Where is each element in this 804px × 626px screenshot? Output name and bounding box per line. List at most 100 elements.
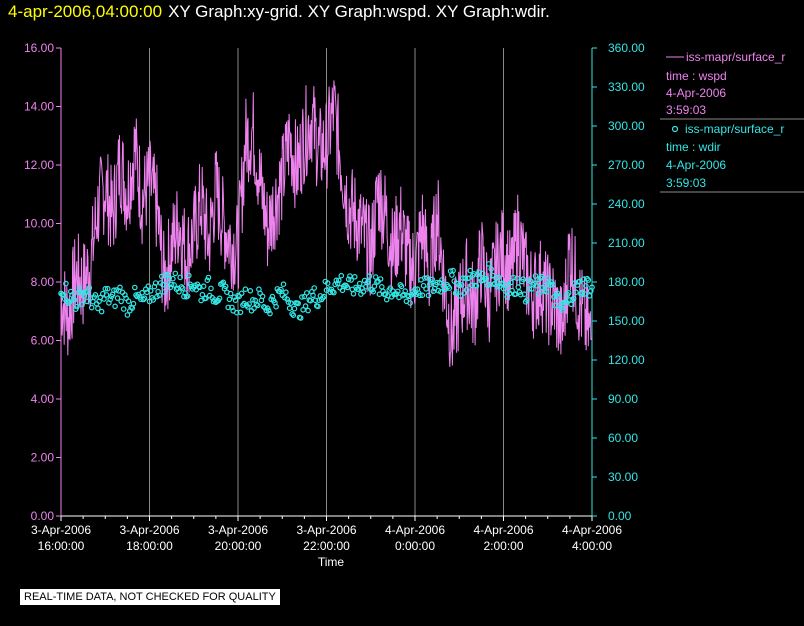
wdir-point	[334, 280, 341, 287]
wdir-point	[113, 287, 120, 293]
y-right-tick-label: 300.00	[608, 119, 645, 133]
wdir-point	[526, 286, 533, 292]
wdir-point	[245, 304, 251, 310]
wdir-point	[538, 273, 545, 280]
wdir-point	[559, 307, 566, 313]
wdir-point	[370, 288, 377, 295]
wdir-point	[437, 288, 444, 295]
wdir-point	[515, 284, 522, 290]
wdir-point	[280, 281, 287, 288]
wdir-point	[200, 283, 207, 290]
wdir-point	[456, 282, 463, 289]
wdir-point	[324, 280, 331, 286]
y-right-tick-label: 180.00	[608, 275, 645, 289]
legend: iss-mapr/surface_r time : wspd 4-Apr-200…	[660, 50, 804, 193]
wdir-point	[199, 291, 206, 298]
wdir-point	[184, 293, 191, 299]
wdir-point	[549, 281, 556, 288]
wdir-point	[247, 287, 254, 294]
wdir-point	[71, 297, 78, 303]
wdir-point	[331, 289, 337, 296]
wdir-point	[402, 288, 409, 294]
wdir-point	[227, 290, 234, 297]
wdir-point	[297, 315, 304, 321]
legend-wspd-var: time : wspd	[666, 69, 727, 83]
x-tick-label-date: 4-Apr-2006	[473, 523, 533, 537]
wdir-point	[310, 292, 316, 299]
wdir-point	[299, 294, 305, 300]
wdir-point	[273, 303, 279, 310]
axes: 3-Apr-2006 16:00:00 3-Apr-2006 18:00:00 3-Ap…	[24, 41, 645, 553]
wdir-point	[434, 279, 440, 286]
wdir-point	[125, 298, 132, 305]
wdir-point	[348, 277, 354, 283]
wdir-point	[312, 297, 319, 304]
y-left-tick-label: 10.00	[24, 217, 54, 231]
wdir-point	[466, 275, 472, 281]
wdir-point	[118, 298, 125, 305]
wdir-point	[84, 298, 90, 305]
wdir-point	[290, 312, 297, 319]
y-right-tick-label: 120.00	[608, 353, 645, 367]
wdir-point	[172, 270, 179, 277]
legend-wdir-marker	[671, 125, 679, 133]
y-right-tick-label: 90.00	[608, 392, 638, 406]
wdir-point	[176, 288, 182, 295]
wdir-point	[439, 277, 445, 283]
wdir-point	[327, 289, 334, 296]
wdir-point	[246, 301, 252, 307]
wdir-point	[305, 307, 311, 314]
wdir-point	[547, 282, 554, 288]
y-left-tick-label: 8.00	[31, 275, 55, 289]
wdir-point	[514, 275, 520, 282]
wdir-point	[267, 310, 273, 317]
y-left-tick-label: 4.00	[31, 392, 55, 406]
wdir-point	[468, 282, 475, 289]
x-tick-label-date: 3-Apr-2006	[31, 523, 91, 537]
wdir-point	[407, 300, 413, 306]
wdir-point	[162, 271, 169, 278]
wdir-point	[365, 278, 372, 285]
wdir-point	[489, 272, 496, 279]
y-left-tick-label: 2.00	[31, 451, 55, 465]
wdir-point	[284, 296, 291, 303]
wdir-point	[251, 305, 257, 312]
legend-wdir-time: 3:59:03	[666, 176, 706, 190]
wdir-point	[107, 296, 114, 303]
wdir-point	[179, 285, 186, 292]
wdir-point	[220, 279, 227, 286]
wdir-point	[156, 292, 163, 299]
wdir-point	[458, 282, 465, 288]
quality-disclaimer: REAL-TIME DATA, NOT CHECKED FOR QUALITY	[20, 589, 280, 605]
x-tick-label-time: 16:00:00	[38, 539, 85, 553]
wdir-point	[460, 275, 466, 281]
wdir-point	[160, 281, 166, 288]
wdir-point	[333, 277, 340, 284]
wdir-point	[517, 291, 524, 298]
wdir-point	[494, 283, 501, 290]
wdir-point	[147, 287, 154, 294]
wdir-point	[586, 292, 593, 299]
wdir-point	[356, 280, 363, 287]
y-right-tick-label: 210.00	[608, 236, 645, 250]
wdir-point	[120, 306, 127, 312]
x-tick-label-time: 20:00:00	[215, 539, 262, 553]
wdir-point	[80, 289, 86, 296]
wdir-point	[250, 296, 256, 303]
wdir-point	[378, 283, 385, 290]
wdir-point	[114, 295, 121, 301]
wdir-point	[423, 286, 429, 292]
wdir-point	[124, 312, 131, 318]
wdir-point	[74, 303, 80, 310]
y-left-tick-label: 16.00	[24, 41, 54, 55]
x-tick-label-date: 4-Apr-2006	[562, 523, 622, 537]
x-tick-label-time: 18:00:00	[126, 539, 173, 553]
series-wspd	[60, 80, 593, 367]
wdir-point	[424, 275, 431, 281]
wdir-point	[488, 266, 495, 272]
wdir-point	[205, 274, 212, 281]
wdir-point	[543, 288, 550, 295]
wdir-point	[208, 285, 214, 292]
wdir-point	[79, 301, 85, 308]
